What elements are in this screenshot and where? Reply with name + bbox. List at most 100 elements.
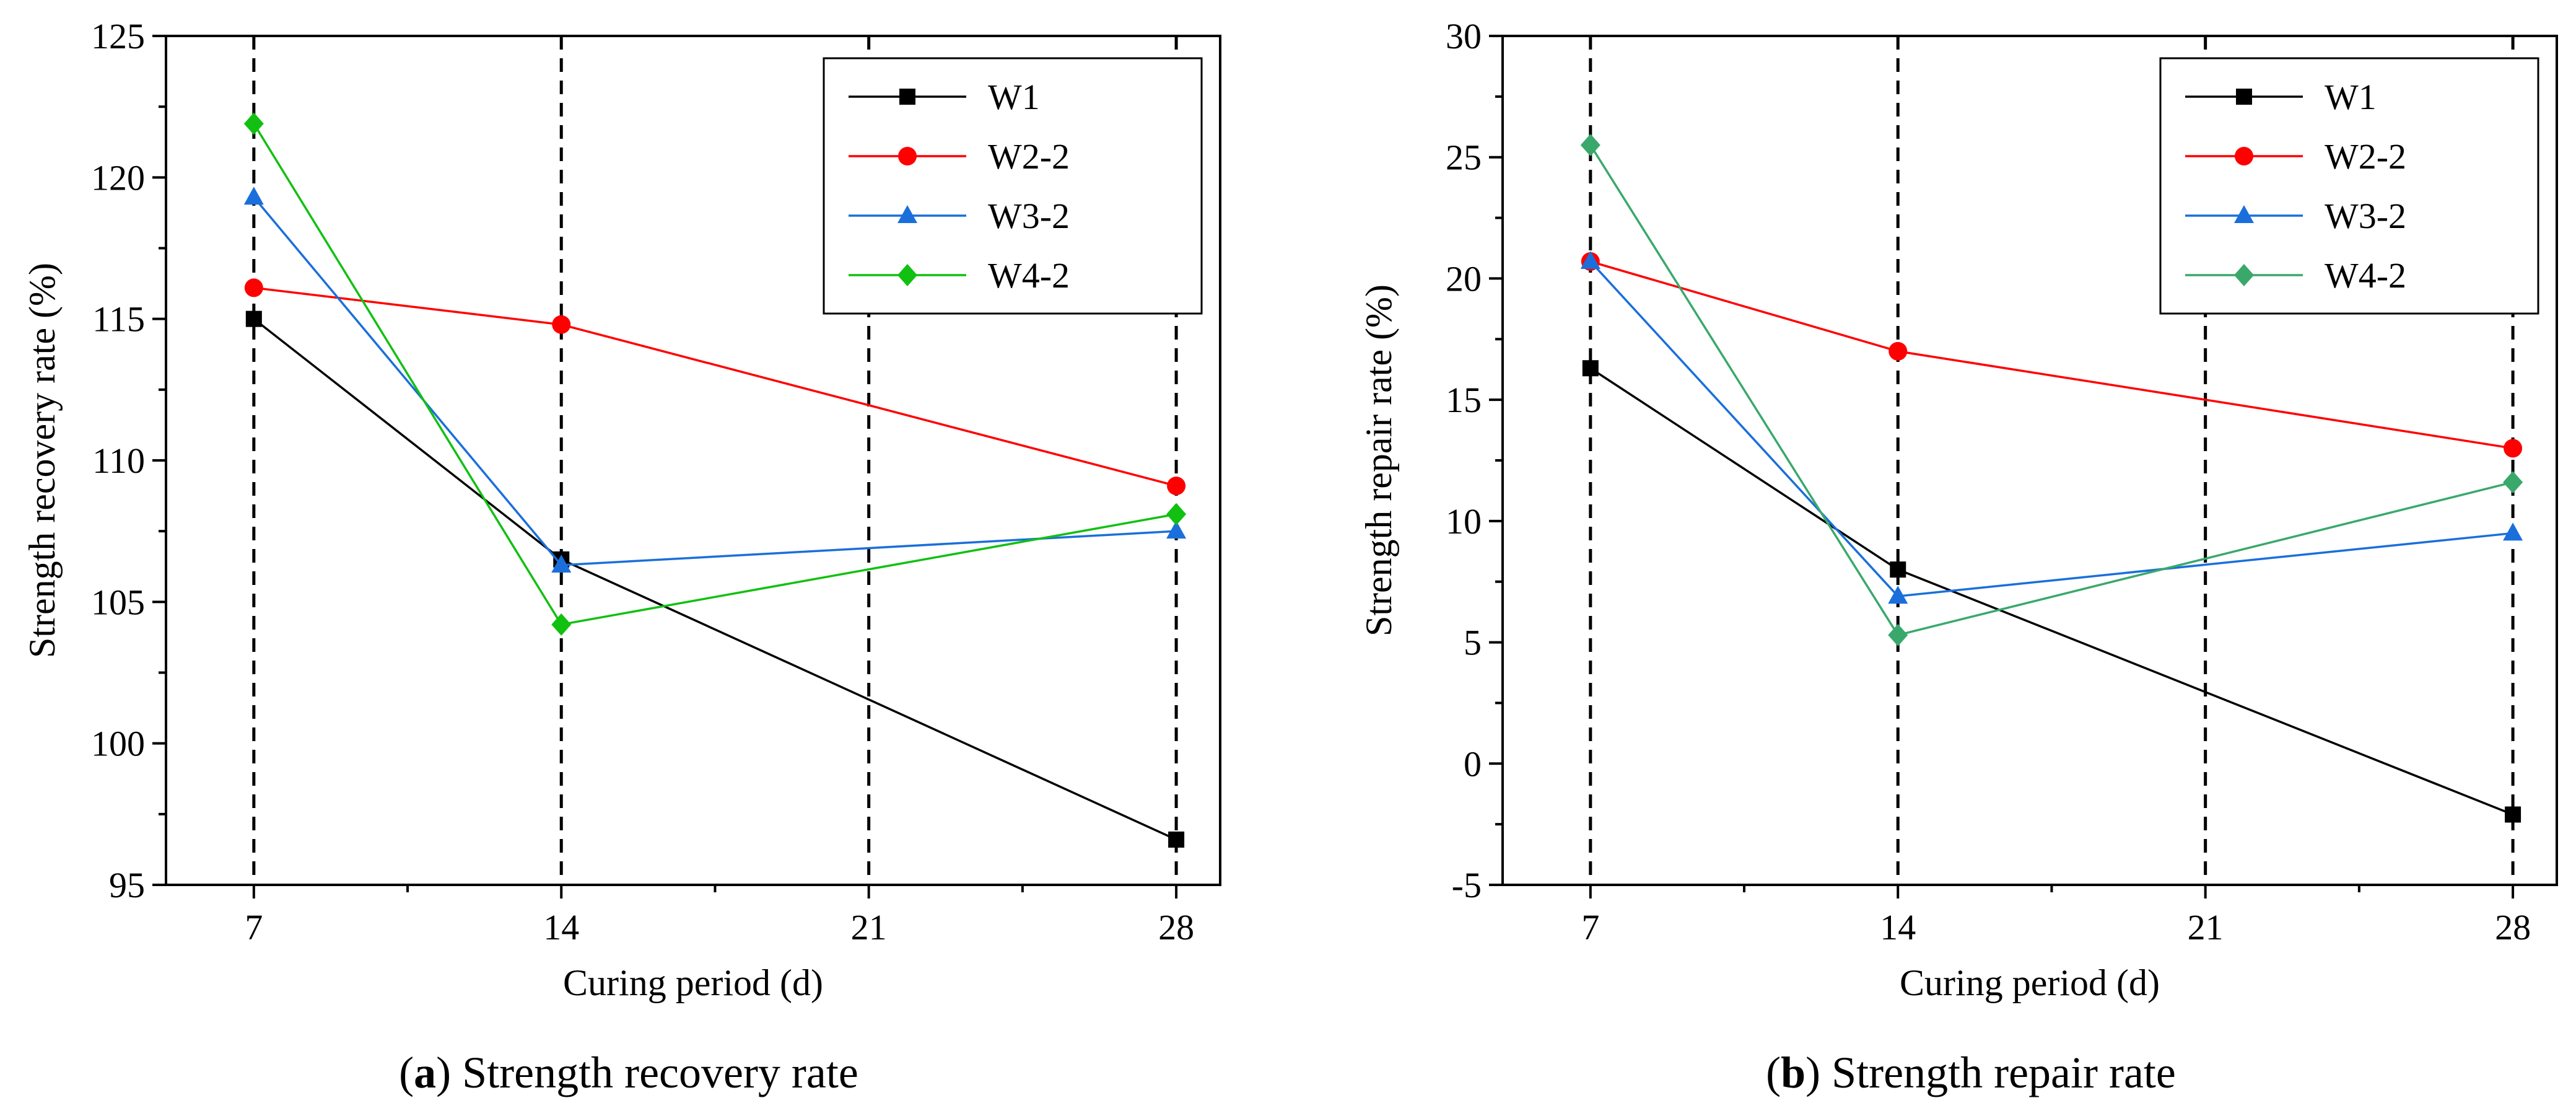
legend-marker [2235,147,2253,165]
legend-label: W2-2 [988,136,1070,177]
legend-marker [897,205,917,223]
caption-title: Strength repair rate [1832,1048,2176,1097]
legend-label: W1 [2325,77,2377,117]
y-tick-label: 20 [1446,258,1482,299]
y-tick-label: 15 [1446,380,1482,420]
data-point [1168,831,1185,848]
legend-label: W4-2 [2325,255,2406,296]
caption-open-paren: ( [399,1048,414,1097]
series-line [1589,367,2513,816]
legend-item-w4-2: W4-2 [849,255,1070,296]
legend-item-w1: W1 [2185,77,2377,117]
y-tick-label: 110 [92,441,145,481]
y-tick-label: 25 [1446,138,1482,178]
chart-panel-b: -5 0 5 10 15 20 25 30 7 14 21 28 Curing period (d) St… [1358,16,2558,1097]
series-w4-2 [243,112,1187,636]
legend-item-w4-2: W4-2 [2185,255,2406,296]
series-w2-2 [244,278,1186,496]
caption-close-paren: ) [1805,1048,1832,1097]
legend-marker [2234,205,2254,223]
data-point [1167,477,1186,496]
legend-marker [2234,264,2254,286]
caption-close-paren: ) [436,1048,462,1097]
data-point [1580,134,1600,157]
y-tick-label: 5 [1464,623,1482,663]
legend-item-w2-2: W2-2 [849,136,1070,177]
y-tick-label: 115 [92,299,145,340]
x-tick-label: 14 [543,907,579,947]
panel-caption: (a) Strength recovery rate [399,1048,858,1097]
data-point [2503,522,2523,541]
data-point [244,278,263,297]
x-tick-label: 21 [2188,907,2224,947]
data-point [243,187,264,205]
caption-letter: b [1781,1048,1805,1097]
legend-marker [897,264,917,286]
legend-item-w1: W1 [849,77,1040,117]
y-tick-label: 30 [1446,16,1482,56]
series-line [253,286,1177,487]
x-axis-label: Curing period (d) [1900,962,2160,1003]
chart-panel-a: 95 100 105 110 115 120 125 7 14 21 28 Curing period… [22,16,1221,1097]
caption-letter: a [414,1048,436,1097]
caption-open-paren: ( [1766,1048,1781,1097]
series-w3-2 [1580,251,2523,604]
legend-label: W3-2 [2325,196,2406,236]
y-tick-label: 125 [91,16,145,56]
data-point [1888,623,1908,646]
legend-marker [2236,89,2252,105]
legend-label: W3-2 [988,196,1070,236]
data-point [1888,586,1908,604]
caption-title: Strength recovery rate [462,1048,858,1097]
data-point [243,112,264,135]
y-tick-label: -5 [1452,865,1482,905]
legend-item-w2-2: W2-2 [2185,136,2406,177]
legend-marker [898,147,917,165]
x-tick-label: 7 [1581,907,1599,947]
y-axis-label: Strength repair rate (%) [1358,284,1399,636]
y-tick-label: 120 [91,157,145,198]
data-point [1166,503,1187,525]
series-w3-2 [243,187,1187,573]
data-point [2503,471,2523,494]
data-point [1580,251,1600,270]
x-tick-label: 21 [851,907,887,947]
legend-item-w3-2: W3-2 [2185,196,2406,236]
legend-label: W2-2 [2325,136,2406,177]
legend-box [823,57,1203,315]
x-tick-label: 28 [2495,907,2531,947]
series-w4-2 [1580,134,2523,646]
legend: W1 W2-2 W3-2 W4-2 [2159,57,2539,315]
data-point [552,315,571,334]
y-tick-label: 0 [1464,744,1482,784]
series-w1 [245,310,1185,848]
data-point [1166,521,1187,539]
legend: W1 W2-2 W3-2 W4-2 [823,57,1203,315]
legend-label: W4-2 [988,255,1070,296]
y-tick-label: 105 [91,582,145,622]
data-point [1890,561,1906,578]
data-point [551,554,572,573]
data-point [551,613,572,636]
x-tick-label: 7 [245,907,263,947]
y-tick-label: 95 [109,865,145,905]
data-point [245,310,262,327]
x-tick-label: 14 [1880,907,1916,947]
series-w1 [1582,360,2521,823]
y-tick-label: 10 [1446,501,1482,542]
y-axis-label: Strength recovery rate (%) [22,263,63,658]
x-axis-label: Curing period (d) [563,962,823,1003]
legend-box [2159,57,2539,315]
series-line [253,318,1177,841]
legend-label: W1 [988,77,1040,117]
data-point [1582,360,1599,377]
data-point [2505,806,2521,823]
legend-marker [899,89,915,105]
data-point [1888,341,1908,361]
data-point [2504,439,2523,458]
y-tick-label: 100 [91,724,145,764]
x-tick-label: 28 [1158,907,1194,947]
panel-caption: (b) Strength repair rate [1766,1048,2176,1097]
legend-item-w3-2: W3-2 [849,196,1070,236]
